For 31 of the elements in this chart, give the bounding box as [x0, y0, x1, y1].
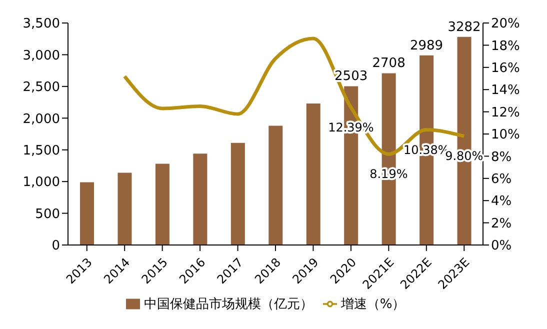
y2-tick-label: 20%	[491, 16, 520, 32]
bar	[80, 182, 94, 245]
y-tick-label: 1,500	[22, 143, 60, 158]
data-label: 2989	[410, 38, 444, 54]
y-tick-label: 3,000	[22, 48, 60, 64]
data-label: 3282	[448, 20, 481, 35]
data-label: 2708	[372, 56, 406, 72]
legend-label: 增速（%）	[340, 297, 406, 312]
legend-label: 中国保健品市场规模（亿元）	[144, 297, 313, 312]
y2-tick-label: 6%	[491, 172, 512, 188]
y-tick-label: 2,500	[22, 80, 60, 96]
y-tick-label: 1,000	[22, 175, 60, 190]
y2-tick-label: 10%	[491, 128, 520, 143]
y-tick-label: 500	[35, 206, 60, 222]
y2-tick-label: 4%	[491, 194, 512, 210]
y2-tick-label: 16%	[491, 61, 520, 76]
bar	[155, 164, 170, 245]
bar	[230, 142, 245, 245]
y2-tick-label: 8%	[491, 150, 512, 165]
bar	[118, 172, 132, 245]
bar	[193, 154, 208, 245]
bar	[306, 104, 320, 245]
y2-tick-label: 12%	[491, 105, 520, 120]
y-tick-label: 2,000	[22, 112, 60, 127]
y-tick-label: 0	[52, 238, 60, 254]
y2-tick-label: 14%	[491, 83, 520, 98]
y-tick-label: 3,500	[22, 16, 60, 32]
y2-tick-label: 2%	[491, 216, 512, 232]
y2-tick-label: 0%	[491, 238, 512, 254]
y2-tick-label: 18%	[491, 38, 520, 54]
bar	[268, 126, 283, 245]
